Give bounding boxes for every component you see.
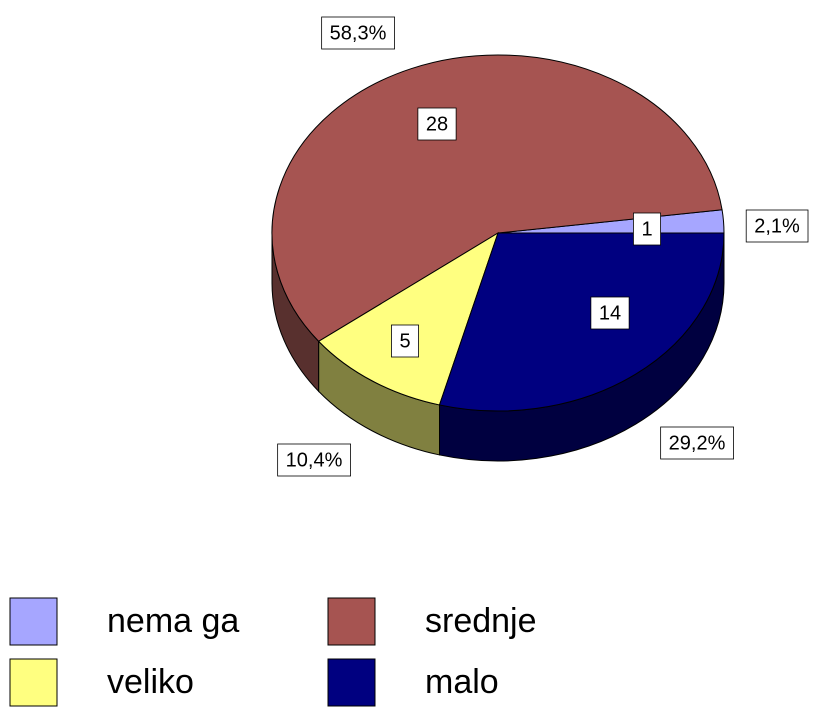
percent-label-box [321,16,395,50]
legend-label: malo [425,663,499,701]
percent-label-text: 58,3% [330,22,387,44]
value-label-text: 14 [599,302,621,324]
legend-swatch [327,658,376,707]
percent-label-box [277,443,351,477]
percent-label: 10,4% [277,443,351,477]
percent-label-text: 10,4% [286,449,343,471]
value-label-text: 28 [426,113,448,135]
value-label: 14 [590,296,630,330]
slice [438,232,725,412]
legend-swatch [9,597,58,646]
slice [271,54,723,342]
value-label: 1 [633,212,661,246]
legend-label: veliko [107,663,194,701]
legend-label: srednje [425,602,537,640]
slice [317,231,499,406]
percent-label: 2,1% [745,209,809,243]
value-label-text: 1 [641,218,652,240]
percent-label-text: 29,2% [669,432,726,454]
value-label: 5 [391,324,419,358]
value-label: 28 [417,107,457,141]
percent-label: 29,2% [660,426,734,460]
legend-swatch [9,658,58,707]
value-label-box [633,212,661,246]
legend-label: nema ga [107,602,239,640]
percent-label-text: 2,1% [754,215,800,237]
percent-label-box [745,209,809,243]
percent-label-box [660,426,734,460]
value-label-box [391,324,419,358]
legend-swatch [327,597,376,646]
value-label-box [417,107,457,141]
percent-label: 58,3% [321,16,395,50]
value-label-box [590,296,630,330]
value-label-text: 5 [399,330,410,352]
